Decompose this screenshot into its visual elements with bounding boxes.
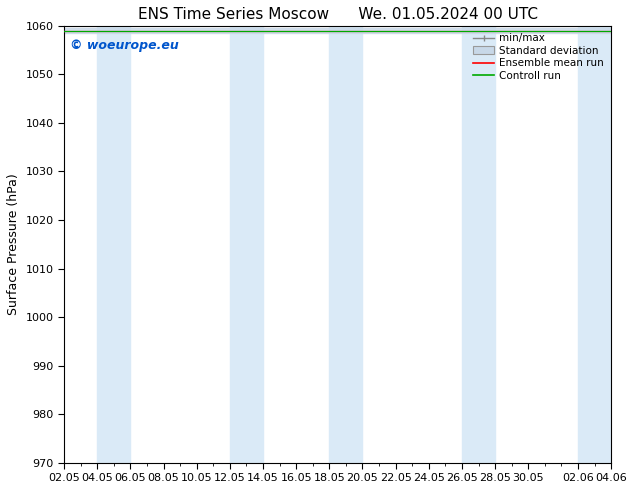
Title: ENS Time Series Moscow      We. 01.05.2024 00 UTC: ENS Time Series Moscow We. 01.05.2024 00… xyxy=(138,7,538,22)
Bar xyxy=(578,26,611,463)
Y-axis label: Surface Pressure (hPa): Surface Pressure (hPa) xyxy=(7,173,20,315)
Bar xyxy=(462,26,495,463)
Bar xyxy=(97,26,131,463)
Bar xyxy=(230,26,263,463)
Bar xyxy=(329,26,363,463)
Legend: min/max, Standard deviation, Ensemble mean run, Controll run: min/max, Standard deviation, Ensemble me… xyxy=(471,31,606,83)
Text: © woeurope.eu: © woeurope.eu xyxy=(70,39,178,52)
